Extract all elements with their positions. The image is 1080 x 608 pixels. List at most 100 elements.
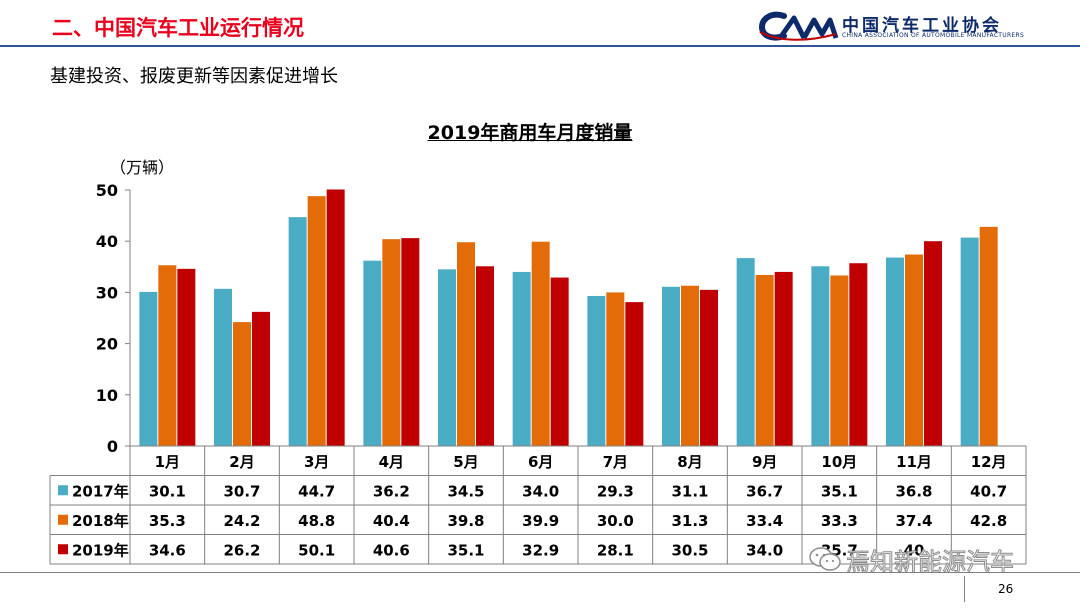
y-tick-label: 30 [96,283,118,302]
data-table-value: 36.8 [895,482,932,500]
bar [662,286,680,446]
y-tick-label: 20 [96,335,118,354]
legend-swatch [58,485,68,496]
x-category-label: 4月 [379,453,404,471]
x-category-label: 7月 [603,453,628,471]
data-table-value: 35.1 [821,482,858,500]
bar [401,238,420,446]
data-table-value: 37.4 [895,512,932,530]
data-table-value: 40.7 [970,482,1007,500]
bar [233,322,251,446]
header-divider [0,45,1080,47]
page-number: 26 [998,582,1014,596]
bar [960,237,979,446]
bar [774,271,793,446]
data-table-value: 26.2 [223,541,260,559]
data-table-value: 35.1 [447,541,484,559]
bar [307,196,326,446]
wechat-icon [809,547,841,571]
bar [512,271,531,446]
data-table-value: 40.4 [373,512,410,530]
y-tick-label: 10 [96,386,118,405]
data-table-value: 29.3 [597,482,634,500]
x-category-label: 2月 [229,453,254,471]
bar [849,263,868,446]
chart-title: 2019年商用车月度销量 [427,122,633,144]
data-table-value: 30.0 [597,512,634,530]
bar [700,289,718,446]
data-table-value: 34.6 [149,541,186,559]
legend-label: 2017年 [72,482,129,500]
x-category-label: 5月 [453,453,478,471]
data-table-value: 30.5 [671,541,708,559]
data-table-value: 39.9 [522,512,559,530]
data-table-value: 36.2 [373,482,410,500]
data-table-value: 28.1 [597,541,634,559]
legend-label: 2018年 [72,512,129,530]
bar [830,275,849,446]
bar [177,268,196,446]
x-category-label: 12月 [971,453,1007,471]
data-table-value: 30.7 [223,482,260,500]
bar [252,311,270,446]
bar [924,241,942,446]
bar [681,285,699,446]
x-category-label: 11月 [896,453,932,471]
section-title: 二、中国汽车工业运行情况 [52,16,304,40]
data-table-value: 35.3 [149,512,186,530]
data-table-value: 42.8 [970,512,1007,530]
bar [811,266,830,446]
data-table-value: 40 [904,541,925,559]
y-axis-unit-label: （万辆） [110,158,175,177]
bar [139,291,158,446]
y-tick-label: 0 [107,437,118,456]
bar [550,277,569,446]
data-table-value: 34.5 [447,482,484,500]
bar [326,189,345,446]
data-table-value: 40.6 [373,541,410,559]
data-table-value: 24.2 [223,512,260,530]
bar [457,242,475,446]
x-category-label: 1月 [155,453,180,471]
bar [606,292,625,446]
legend-swatch [58,544,68,555]
data-table-value: 34.0 [522,482,559,500]
caam-logo: 中国汽车工业协会 CHINA ASSOCIATION OF AUTOMOBILE… [758,8,1058,44]
logo-text-cn: 中国汽车工业协会 [842,16,1002,36]
y-tick-label: 40 [96,232,118,251]
x-category-label: 8月 [677,453,702,471]
data-table-value: 30.1 [149,482,186,500]
data-table-value: 32.9 [522,541,559,559]
bar [755,274,774,446]
bar [587,295,606,446]
data-table-value: 31.1 [671,482,708,500]
bar [979,226,998,446]
caam-logo-mark [758,11,839,41]
bar [438,269,456,446]
page-number-divider [964,576,965,602]
slide-subtitle: 基建投资、报废更新等因素促进增长 [50,66,338,87]
legend-swatch [58,514,68,525]
data-table-value: 36.7 [746,482,783,500]
bar [288,217,307,446]
bar [363,260,382,446]
x-category-label: 3月 [304,453,329,471]
data-table-value: 39.8 [447,512,484,530]
data-table-value: 34.0 [746,541,783,559]
data-table-value: 33.3 [821,512,858,530]
data-table-value: 48.8 [298,512,335,530]
data-table-value: 33.4 [746,512,783,530]
bar [886,257,904,446]
x-category-label: 9月 [752,453,777,471]
bar [736,258,755,446]
slide-header: 二、中国汽车工业运行情况 中国汽车工业协会 CHINA ASSOCIATION … [0,0,1080,48]
bar [382,239,401,446]
y-tick-label: 50 [96,181,118,200]
legend-label: 2019年 [72,541,129,559]
logo-text-en: CHINA ASSOCIATION OF AUTOMOBILE MANUFACT… [842,32,1025,39]
bar [158,265,177,446]
bar [476,266,494,446]
bar [214,288,232,446]
footer-divider [0,572,1080,573]
